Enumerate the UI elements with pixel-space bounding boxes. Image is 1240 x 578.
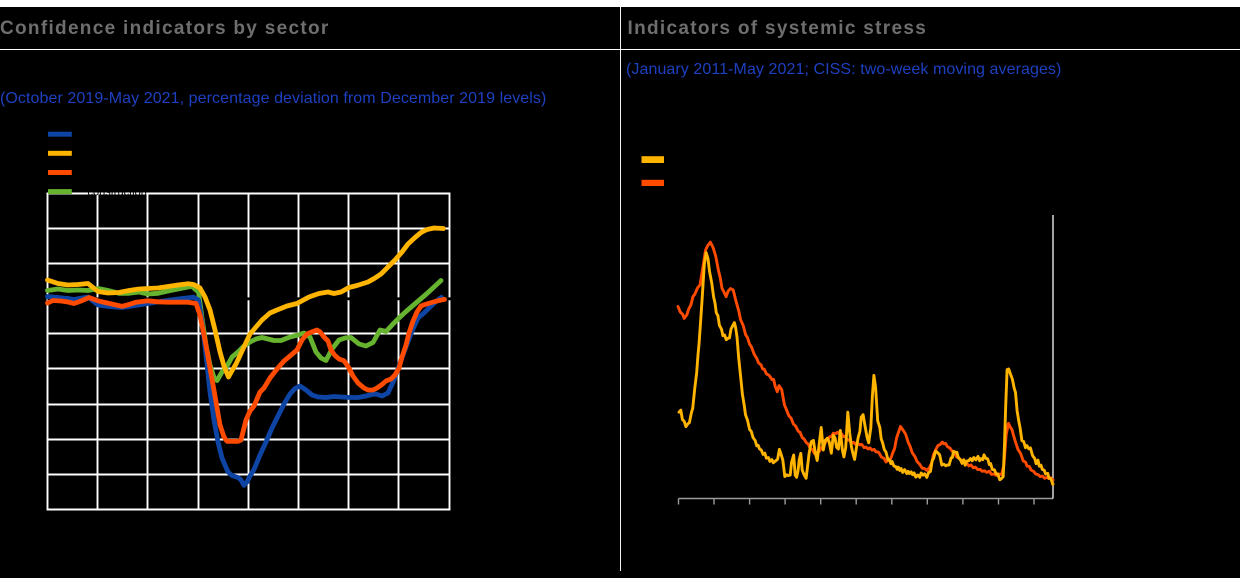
svg-text:construction: construction <box>88 187 147 199</box>
